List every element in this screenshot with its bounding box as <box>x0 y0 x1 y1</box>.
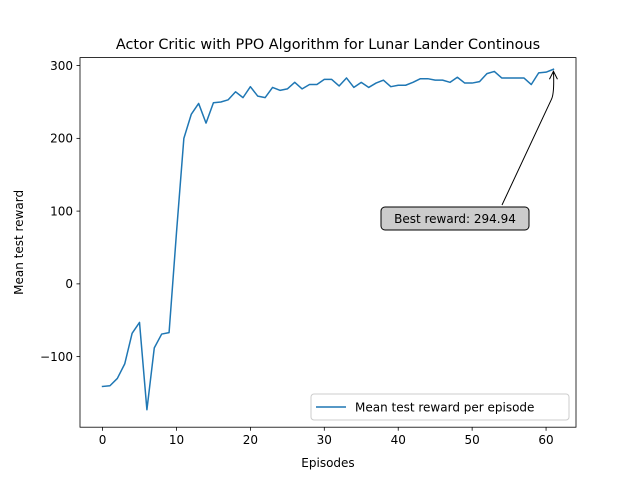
best-reward-annotation: Best reward: 294.94 <box>380 70 558 231</box>
x-tick-label: 20 <box>243 433 258 447</box>
plot-background <box>80 57 576 428</box>
x-tick-label: 30 <box>317 433 332 447</box>
series-line <box>101 68 555 411</box>
legend-box <box>310 393 570 421</box>
x-tick-label: 10 <box>169 433 184 447</box>
y-tick-label: −100 <box>40 350 73 364</box>
y-axis-label: Mean test reward <box>12 190 26 295</box>
x-tick-label: 60 <box>538 433 553 447</box>
x-axis: 0 10 20 30 40 50 60 <box>99 427 554 447</box>
legend-label: Mean test reward per episode <box>355 401 534 415</box>
y-tick-label: 300 <box>50 59 73 73</box>
chart-title: Actor Critic with PPO Algorithm for Luna… <box>116 37 540 53</box>
y-tick-label: 100 <box>50 204 73 218</box>
x-tick-label: 50 <box>465 433 480 447</box>
plot-frame <box>79 57 577 428</box>
x-tick-label: 40 <box>391 433 406 447</box>
annotation-arrow-line <box>501 71 555 206</box>
y-tick-label: 200 <box>50 132 73 146</box>
x-tick-label: 0 <box>99 433 107 447</box>
y-tick-label: 0 <box>65 277 73 291</box>
data-layer <box>101 68 555 411</box>
annotation-box <box>380 206 530 231</box>
y-axis: −100 0 100 200 300 <box>40 59 80 364</box>
annotation-text: Best reward: 294.94 <box>394 212 516 226</box>
plot-area <box>80 57 576 428</box>
x-axis-label: Episodes <box>301 456 354 470</box>
legend: Mean test reward per episode <box>310 393 570 421</box>
